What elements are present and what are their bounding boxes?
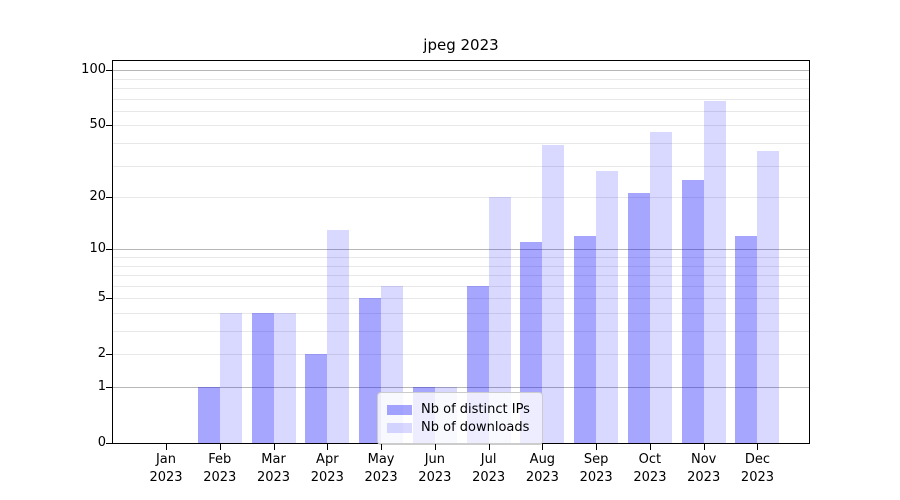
x-tick-mark bbox=[649, 444, 651, 450]
x-tick-label-apr: Apr 2023 bbox=[310, 452, 344, 485]
bar-may-distinct-ips bbox=[359, 298, 382, 443]
x-tick-mark bbox=[166, 444, 167, 450]
y-tick-label: 0 bbox=[97, 435, 106, 450]
x-tick-label-dec: Dec 2023 bbox=[740, 452, 775, 485]
minor-gridline bbox=[113, 298, 809, 300]
bar-dec-downloads bbox=[757, 151, 780, 443]
bar-nov-distinct-ips bbox=[681, 179, 704, 443]
y-tick-mark bbox=[106, 69, 112, 71]
bar-sep-downloads bbox=[596, 171, 619, 443]
bar-oct-distinct-ips bbox=[627, 193, 650, 443]
minor-gridline bbox=[113, 312, 809, 314]
bar-feb-downloads bbox=[219, 313, 242, 443]
bar-nov-downloads bbox=[703, 101, 726, 443]
minor-gridline bbox=[113, 125, 809, 127]
bar-feb-distinct-ips bbox=[197, 387, 220, 443]
legend-swatch-downloads-icon bbox=[387, 422, 412, 433]
chart-title: jpeg 2023 bbox=[423, 36, 499, 54]
legend-row-downloads: Nb of downloads bbox=[387, 420, 530, 435]
major-gridline bbox=[113, 387, 809, 388]
x-tick-mark bbox=[596, 444, 598, 450]
y-tick-label: 1 bbox=[97, 379, 106, 394]
y-tick-label: 2 bbox=[97, 346, 106, 362]
x-tick-label-may: May 2023 bbox=[364, 452, 398, 485]
x-tick-label-jul: Jul 2023 bbox=[472, 452, 506, 485]
bar-dec-distinct-ips bbox=[735, 235, 758, 443]
x-tick-mark bbox=[219, 444, 221, 450]
y-tick-mark bbox=[106, 124, 112, 126]
x-tick-label-mar: Mar 2023 bbox=[256, 452, 291, 485]
y-tick-label: 20 bbox=[89, 189, 106, 205]
minor-gridline bbox=[113, 285, 809, 287]
minor-gridline bbox=[113, 265, 809, 267]
bar-apr-downloads bbox=[327, 229, 350, 443]
bar-aug-downloads bbox=[542, 145, 565, 443]
minor-gridline bbox=[113, 197, 809, 199]
minor-gridline bbox=[113, 88, 809, 90]
y-tick-mark bbox=[106, 353, 112, 355]
legend: Nb of distinct IPs Nb of downloads bbox=[377, 392, 543, 445]
y-tick-label: 100 bbox=[81, 62, 106, 78]
y-tick-mark bbox=[106, 196, 112, 198]
x-tick-mark bbox=[703, 444, 705, 450]
bar-oct-downloads bbox=[649, 132, 672, 443]
x-tick-label-nov: Nov 2023 bbox=[687, 452, 721, 485]
minor-gridline bbox=[113, 78, 809, 80]
minor-gridline bbox=[113, 98, 809, 100]
x-tick-mark bbox=[273, 444, 275, 450]
x-tick-mark bbox=[488, 444, 490, 450]
minor-gridline bbox=[113, 275, 809, 277]
x-tick-label-oct: Oct 2023 bbox=[633, 452, 667, 485]
bar-sep-distinct-ips bbox=[574, 235, 597, 443]
minor-gridline bbox=[113, 331, 809, 333]
x-tick-mark bbox=[327, 444, 329, 450]
major-gridline bbox=[113, 249, 809, 251]
x-tick-label-aug: Aug 2023 bbox=[525, 452, 559, 485]
minor-gridline bbox=[113, 257, 809, 258]
x-tick-mark bbox=[381, 444, 383, 450]
y-tick-mark bbox=[106, 386, 112, 388]
x-tick-label-jun: Jun 2023 bbox=[418, 452, 452, 485]
minor-gridline bbox=[113, 110, 809, 112]
y-tick-mark bbox=[106, 442, 112, 444]
y-tick-label: 10 bbox=[89, 241, 106, 257]
x-tick-label-sep: Sep 2023 bbox=[579, 452, 613, 485]
y-tick-mark bbox=[106, 297, 112, 299]
x-tick-label-jan: Jan 2023 bbox=[149, 452, 183, 485]
bar-mar-distinct-ips bbox=[251, 313, 274, 443]
x-tick-mark bbox=[757, 444, 759, 450]
minor-gridline bbox=[113, 165, 809, 167]
y-tick-mark bbox=[106, 248, 112, 250]
x-tick-mark bbox=[434, 444, 436, 450]
x-tick-mark bbox=[542, 444, 544, 450]
y-tick-label: 50 bbox=[89, 117, 106, 133]
legend-label-distinct-ips: Nb of distinct IPs bbox=[421, 402, 530, 417]
legend-label-downloads: Nb of downloads bbox=[421, 420, 530, 435]
plot-area: Nb of distinct IPs Nb of downloads bbox=[112, 60, 810, 445]
minor-gridline bbox=[113, 143, 809, 145]
minor-gridline bbox=[113, 354, 809, 356]
major-gridline bbox=[113, 70, 809, 72]
bar-apr-distinct-ips bbox=[305, 354, 328, 443]
legend-swatch-distinct-ips-icon bbox=[387, 404, 412, 415]
x-tick-label-feb: Feb 2023 bbox=[203, 452, 237, 485]
bar-mar-downloads bbox=[273, 313, 296, 443]
legend-row-distinct-ips: Nb of distinct IPs bbox=[387, 402, 530, 417]
bar-jul-downloads bbox=[488, 197, 511, 443]
y-tick-label: 5 bbox=[97, 290, 106, 306]
